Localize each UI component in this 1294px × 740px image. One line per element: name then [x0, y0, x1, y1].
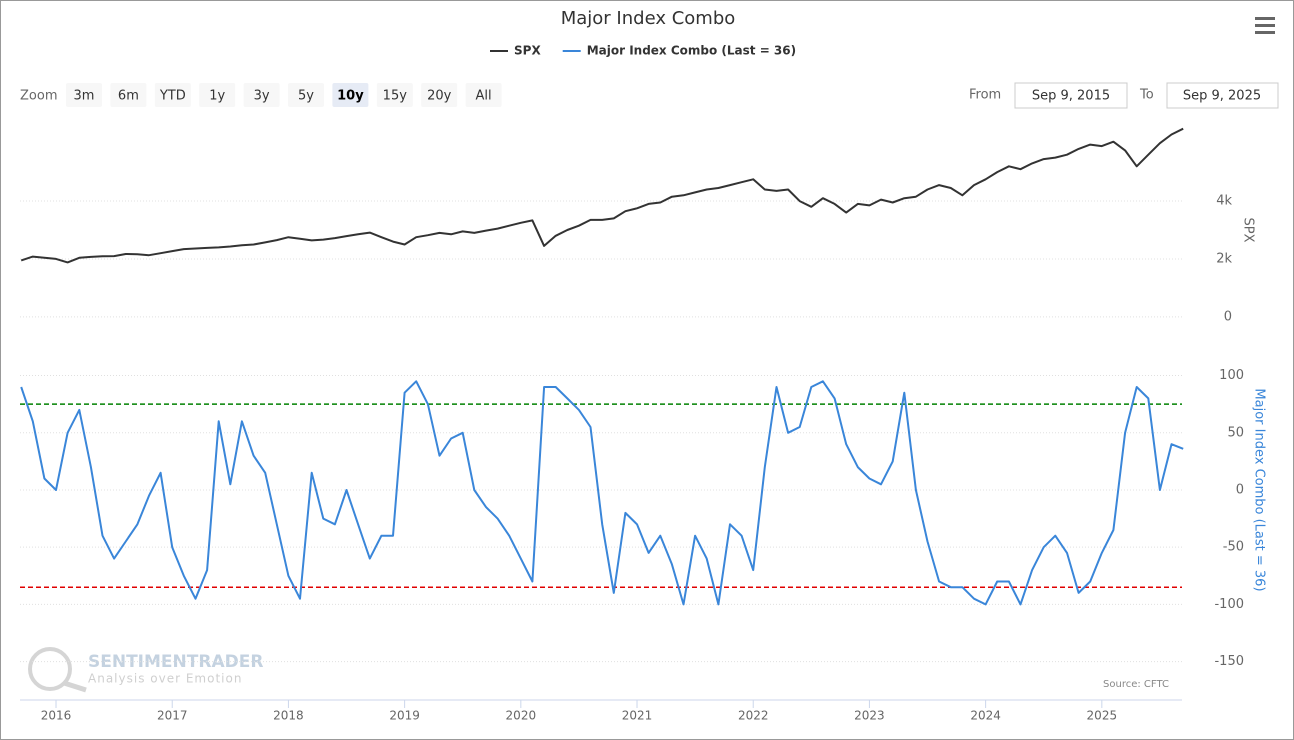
zoom-label: Zoom [20, 89, 57, 104]
y-tick-label: 0 [1224, 309, 1232, 324]
zoom-button-label: 3m [74, 89, 95, 104]
watermark-brand: SENTIMENTRADER [88, 652, 263, 672]
watermark: SENTIMENTRADER Analysis over Emotion [28, 647, 263, 693]
to-input[interactable] [1166, 82, 1279, 109]
zoom-button[interactable] [243, 83, 280, 107]
y2-tick-label: 50 [1227, 425, 1244, 440]
to-value: Sep 9, 2025 [1183, 89, 1261, 104]
menu-bar [1255, 24, 1275, 27]
y2-tick-label: -150 [1214, 654, 1244, 669]
y2-tick-label: -100 [1214, 597, 1244, 612]
y2-tick-label: -50 [1223, 540, 1244, 555]
x-tick-label: 2021 [622, 709, 653, 723]
zoom-button-label: All [476, 89, 492, 104]
to-label: To [1139, 88, 1154, 103]
x-tick-label: 2025 [1087, 709, 1118, 723]
from-input[interactable] [1014, 82, 1128, 109]
zoom-button-label: 1y [209, 89, 225, 104]
watermark-tagline: Analysis over Emotion [88, 672, 242, 686]
zoom-button-label: 3y [254, 89, 270, 104]
x-tick-label: 2019 [389, 709, 420, 723]
y2-axis-title: Major Index Combo (Last = 36) [1252, 388, 1267, 591]
series-line [20, 127, 1184, 264]
legend-label: Major Index Combo (Last = 36) [587, 44, 796, 58]
zoom-button-label: 20y [427, 89, 452, 104]
x-tick-label: 2017 [157, 709, 188, 723]
chart-title: Major Index Combo [561, 8, 736, 29]
source: Source: CFTC [1103, 679, 1169, 690]
watermark-icon [63, 680, 87, 693]
menu-icon[interactable] [1255, 17, 1275, 34]
zoom-button-label: 5y [298, 89, 314, 104]
from-value: Sep 9, 2015 [1032, 89, 1110, 104]
menu-bar [1255, 17, 1275, 20]
x-tick-label: 2016 [41, 709, 72, 723]
x-tick-label: 2020 [506, 709, 537, 723]
legend-label: SPX [514, 44, 541, 58]
menu-bar [1255, 31, 1275, 34]
watermark-icon [28, 647, 72, 691]
zoom-button[interactable] [66, 83, 102, 107]
x-tick-label: 2024 [970, 709, 1001, 723]
zoom-button[interactable] [110, 83, 147, 107]
x-tick-label: 2023 [854, 709, 885, 723]
zoom-button[interactable] [154, 83, 191, 107]
x-tick-label: 2018 [273, 709, 304, 723]
zoom-button[interactable] [332, 83, 369, 107]
from-label: From [969, 88, 1001, 103]
zoom-button[interactable] [421, 83, 458, 107]
y2-tick-label: 100 [1219, 368, 1244, 383]
zoom-button[interactable] [376, 83, 413, 107]
x-tick-label: 2022 [738, 709, 769, 723]
zoom-button-label: 10y [337, 89, 364, 104]
zoom-button-label: YTD [159, 89, 186, 104]
zoom-button[interactable] [465, 83, 502, 107]
y-tick-label: 4k [1216, 194, 1232, 209]
y-axis-title: SPX [1241, 218, 1256, 243]
zoom-button-label: 6m [118, 89, 139, 104]
zoom-button[interactable] [199, 83, 236, 107]
zoom-button-label: 15y [383, 89, 408, 104]
y-tick-label: 2k [1216, 251, 1232, 266]
series-line [20, 380, 1184, 606]
y2-tick-label: 0 [1236, 482, 1244, 497]
zoom-button[interactable] [288, 83, 324, 107]
